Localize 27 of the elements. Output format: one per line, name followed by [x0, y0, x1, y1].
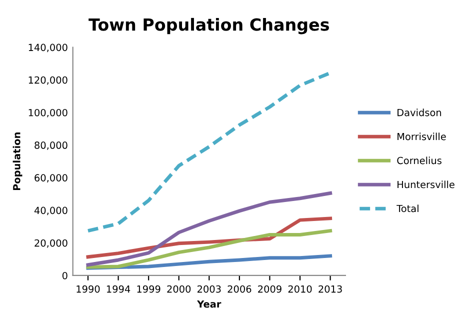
y-tick-label: 100,000: [28, 108, 68, 118]
x-tick-label: 2013: [318, 285, 342, 293]
x-tick-label: 1999: [137, 285, 160, 293]
legend-label: Morrisville: [398, 132, 446, 140]
chart-title: Town Population Changes: [88, 18, 329, 34]
x-tick-label: 2003: [197, 285, 221, 293]
x-tick-label: 2006: [228, 285, 252, 293]
legend-label: Huntersville: [398, 180, 454, 188]
x-tick-label: 1990: [76, 285, 100, 293]
x-tick-label: 2009: [258, 285, 282, 293]
x-tick-label: 1994: [106, 285, 130, 293]
legend-label: Total: [396, 204, 418, 212]
y-tick-label: 60,000: [34, 174, 68, 182]
y-tick-label: 40,000: [34, 206, 68, 216]
line-series: [86, 229, 332, 269]
legend-label: Cornelius: [397, 156, 442, 164]
y-tick-label: 140,000: [28, 44, 68, 52]
y-axis-title: Population: [12, 132, 22, 190]
y-tick-label: 120,000: [28, 76, 68, 85]
legend-label: Davidson: [398, 108, 442, 116]
x-tick-label: 2010: [288, 285, 312, 293]
y-tick-label: 0: [62, 272, 68, 280]
y-tick-label: 80,000: [34, 142, 68, 150]
x-axis-title: Year: [197, 300, 222, 308]
line-series: [86, 191, 332, 267]
y-tick-label: 20,000: [34, 239, 68, 248]
x-tick-label: 2000: [167, 285, 191, 293]
